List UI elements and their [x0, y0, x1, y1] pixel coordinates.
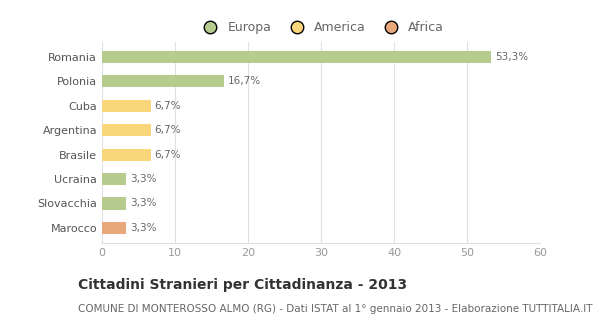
- Legend: Europa, America, Africa: Europa, America, Africa: [194, 18, 448, 38]
- Bar: [102, 124, 151, 136]
- Text: Cittadini Stranieri per Cittadinanza - 2013: Cittadini Stranieri per Cittadinanza - 2…: [78, 278, 407, 292]
- Text: 53,3%: 53,3%: [495, 52, 528, 62]
- Text: 3,3%: 3,3%: [130, 223, 156, 233]
- Text: 16,7%: 16,7%: [227, 76, 260, 86]
- Bar: [102, 100, 151, 112]
- Bar: [102, 51, 491, 63]
- Text: 6,7%: 6,7%: [155, 101, 181, 111]
- Bar: [102, 222, 126, 234]
- Text: 6,7%: 6,7%: [155, 150, 181, 160]
- Text: COMUNE DI MONTEROSSO ALMO (RG) - Dati ISTAT al 1° gennaio 2013 - Elaborazione TU: COMUNE DI MONTEROSSO ALMO (RG) - Dati IS…: [78, 304, 593, 314]
- Bar: [102, 197, 126, 210]
- Bar: [102, 148, 151, 161]
- Text: 3,3%: 3,3%: [130, 198, 156, 209]
- Text: 6,7%: 6,7%: [155, 125, 181, 135]
- Bar: [102, 75, 224, 87]
- Text: 3,3%: 3,3%: [130, 174, 156, 184]
- Bar: [102, 173, 126, 185]
